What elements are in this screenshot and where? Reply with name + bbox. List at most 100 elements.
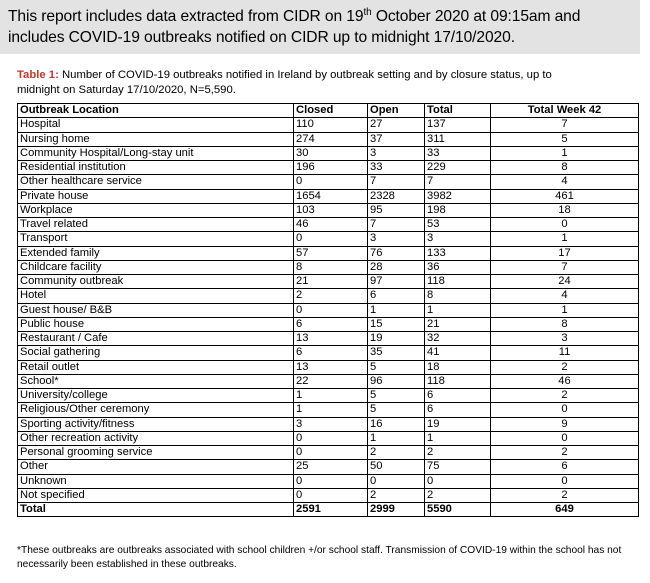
table-cell: 0	[293, 231, 368, 247]
table-cell: 118	[424, 373, 491, 390]
table-cell: 95	[367, 202, 425, 219]
table-cell: 17	[490, 245, 639, 261]
table-cell: 5	[367, 402, 425, 418]
table-row: Travel related 46 7 53 0	[17, 216, 639, 233]
table-caption-text: Number of COVID-19 outbreaks notified in…	[17, 69, 552, 96]
table-row: Restaurant / Cafe 13 19 32 3	[17, 330, 639, 347]
table-row: Social gathering 6 35 41 11	[17, 345, 639, 361]
table-cell: 0	[490, 216, 639, 233]
table-cell: 6	[293, 345, 368, 361]
table-cell: 3	[367, 231, 425, 247]
table-cell: 2	[424, 444, 491, 461]
table-cell: 6	[367, 288, 425, 304]
header-line-1-text: This report includes data extracted from…	[8, 8, 364, 25]
table-cell: 0	[490, 430, 639, 447]
table-cell: 196	[293, 159, 368, 176]
table-cell: 46	[293, 216, 368, 233]
table-cell: 9	[490, 416, 639, 432]
table-row: Private house 1654 2328 3982 461	[17, 188, 639, 204]
column-header: Open	[367, 102, 425, 119]
table-cell: 7	[490, 117, 639, 133]
table-cell: 32	[424, 330, 491, 347]
table-row: Other recreation activity 0 1 1 0	[17, 430, 639, 447]
table-cell: Extended family	[17, 245, 294, 261]
table-row: Unknown 0 0 0 0	[17, 473, 639, 489]
table-cell: 1	[293, 402, 368, 418]
table-cell: 18	[424, 359, 491, 375]
table-cell: Workplace	[17, 202, 294, 219]
table-cell: 3982	[424, 188, 491, 204]
table-cell: Community Hospital/Long-stay unit	[17, 145, 294, 162]
table-cell: 7	[367, 216, 425, 233]
table-row: Community outbreak 21 97 118 24	[17, 273, 639, 290]
table-cell: 1654	[293, 188, 368, 204]
table-cell: 0	[490, 402, 639, 418]
table-cell: 311	[424, 131, 491, 147]
table-cell: 15	[367, 316, 425, 333]
table-cell: Private house	[17, 188, 294, 204]
table-header-row: Outbreak Location Closed Open Total Tota…	[17, 102, 639, 119]
table-row: Other healthcare service 0 7 7 4	[17, 174, 639, 190]
table-row: Community Hospital/Long-stay unit 30 3 33 1	[17, 145, 639, 162]
table-cell: 274	[293, 131, 368, 147]
table-row: Guest house/ B&B 0 1 1 1	[17, 302, 639, 318]
table-cell: Other healthcare service	[17, 174, 294, 190]
table-cell: 0	[424, 473, 491, 489]
table-cell: 2	[424, 487, 491, 504]
table-cell: 0	[293, 473, 368, 489]
table-cell: 118	[424, 273, 491, 290]
table-cell: 21	[293, 273, 368, 290]
table-cell: 198	[424, 202, 491, 219]
table-cell: 6	[424, 387, 491, 404]
total-cell: Total	[17, 501, 294, 518]
table-cell: Residential institution	[17, 159, 294, 176]
table-cell: 2	[367, 487, 425, 504]
table-cell: 75	[424, 459, 491, 475]
header-line-1-rest: October 2020 at 09:15am and	[371, 8, 581, 25]
table-cell: Religious/Other ceremony	[17, 402, 294, 418]
table-row: Nursing home 274 37 311 5	[17, 131, 639, 147]
table-cell: 3	[367, 145, 425, 162]
table-cell: 21	[424, 316, 491, 333]
table-cell: 133	[424, 245, 491, 261]
table-cell: 19	[424, 416, 491, 432]
table-row: Childcare facility 8 28 36 7	[17, 259, 639, 276]
table-cell: 76	[367, 245, 425, 261]
table-cell: Childcare facility	[17, 259, 294, 276]
table-cell: 25	[293, 459, 368, 475]
table-cell: Sporting activity/fitness	[17, 416, 294, 432]
table-cell: 1	[367, 302, 425, 318]
table-cell: 8	[293, 259, 368, 276]
column-header: Outbreak Location	[17, 102, 294, 119]
table-cell: 1	[490, 302, 639, 318]
table-cell: Other	[17, 459, 294, 475]
table-cell: 33	[367, 159, 425, 176]
table-cell: 8	[424, 288, 491, 304]
table-cell: 229	[424, 159, 491, 176]
table-cell: 46	[490, 373, 639, 390]
table-row: Other 25 50 75 6	[17, 459, 639, 475]
table-cell: 7	[367, 174, 425, 190]
table-cell: 3	[490, 330, 639, 347]
footnote: *These outbreaks are outbreaks associate…	[17, 545, 622, 570]
column-header: Total	[424, 102, 491, 119]
table-cell: 2	[367, 444, 425, 461]
table-cell: 57	[293, 245, 368, 261]
table-row: Religious/Other ceremony 1 5 6 0	[17, 402, 639, 418]
table-row: Hotel 2 6 8 4	[17, 288, 639, 304]
table-cell: 1	[490, 231, 639, 247]
table-row: School* 22 96 118 46	[17, 373, 639, 390]
table-cell: 1	[293, 387, 368, 404]
column-header: Total Week 42	[490, 102, 639, 119]
table-cell: 2	[293, 288, 368, 304]
table-cell: University/college	[17, 387, 294, 404]
table-cell: 0	[367, 473, 425, 489]
header-line-1: This report includes data extracted from…	[8, 6, 640, 27]
table-cell: 103	[293, 202, 368, 219]
table-cell: 8	[490, 316, 639, 333]
table-cell: 35	[367, 345, 425, 361]
table-cell: Nursing home	[17, 131, 294, 147]
table-row: Extended family 57 76 133 17	[17, 245, 639, 261]
table-cell: 30	[293, 145, 368, 162]
table-cell: 0	[293, 487, 368, 504]
